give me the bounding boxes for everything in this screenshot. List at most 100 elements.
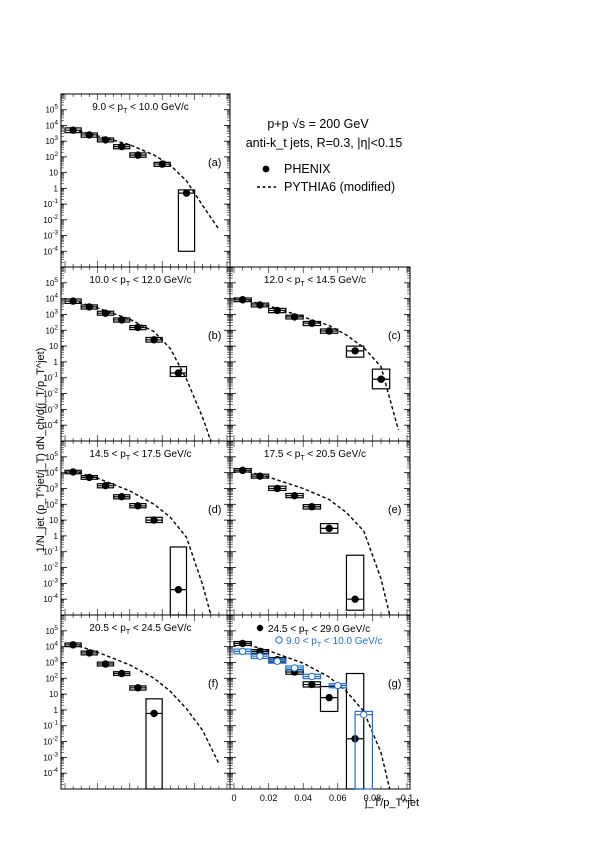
y-tick-label: 10-2 — [43, 562, 58, 573]
phenix-point — [85, 303, 94, 311]
pythia-curve — [72, 470, 212, 616]
phenix-point — [150, 516, 158, 524]
y-tick-label: 103 — [45, 656, 58, 667]
phenix-point — [238, 466, 247, 475]
phenix-point — [150, 336, 158, 344]
reference-point — [334, 681, 342, 690]
reference-point — [360, 710, 368, 719]
panel-frame — [229, 266, 411, 442]
pt-range-label: 14.5 < pT < 17.5 GeV/c — [89, 449, 191, 462]
y-tick-label: 10-2 — [43, 388, 58, 399]
phenix-sys-box — [345, 345, 365, 358]
y-tick-label: 103 — [45, 482, 58, 493]
phenix-point — [273, 306, 281, 315]
phenix-point — [325, 693, 333, 702]
y-tick-label: 1 — [54, 184, 59, 193]
phenix-point — [325, 327, 333, 335]
energy-label: p+p √s = 200 GeV — [267, 117, 369, 131]
reference-point — [273, 657, 281, 665]
panel-frame — [60, 266, 231, 442]
y-tick-label: 10-1 — [43, 720, 58, 731]
phenix-point — [238, 639, 247, 648]
panel-b: 10-4 10-3 10-2 10-1 1 10 102 103 104 105 (b) 10.0 <… — [43, 266, 231, 442]
x-tick-label: 0.1 — [401, 793, 414, 803]
y-tick-label: 10-1 — [43, 546, 58, 557]
y-tick-label: 10 — [49, 690, 58, 699]
phenix-point — [290, 313, 299, 321]
phenix-point — [85, 649, 94, 657]
phenix-point — [134, 323, 142, 332]
pt-range-label: 9.0 < pT < 10.0 GeV/c — [92, 102, 189, 115]
phenix-point — [69, 468, 77, 476]
y-tick-label: 10-4 — [43, 419, 58, 430]
phenix-point — [182, 189, 191, 197]
phenix-point — [377, 375, 385, 383]
y-tick-label: 102 — [45, 498, 58, 509]
y-tick-label: 105 — [45, 277, 58, 288]
panel-a: 10-4 10-3 10-2 10-1 1 10 102 103 104 105 (a) 9.0 < … — [43, 93, 231, 268]
phenix-sys-box — [145, 698, 163, 790]
reference-point — [308, 672, 316, 681]
phenix-point — [118, 493, 126, 501]
panel-letter: (a) — [208, 157, 221, 169]
y-tick-label: 1 — [54, 532, 59, 541]
phenix-point — [118, 142, 126, 151]
pythia-curve — [72, 128, 220, 230]
y-tick-label: 104 — [45, 641, 58, 652]
phenix-point — [150, 709, 158, 718]
panel-letter: (c) — [388, 330, 401, 342]
phenix-point — [101, 136, 110, 144]
reference-point — [290, 664, 299, 672]
y-tick-label: 104 — [45, 119, 58, 130]
phenix-point — [308, 319, 316, 327]
pt-range-label: 24.5 < pT < 29.0 GeV/c — [268, 624, 370, 637]
phenix-point — [85, 473, 94, 482]
legend-label-phenix: PHENIX — [284, 162, 331, 176]
x-tick-label: 0.06 — [329, 793, 347, 803]
y-tick-label: 10 — [49, 516, 58, 525]
panel-frame — [60, 440, 231, 616]
panel-letter: (e) — [388, 504, 401, 516]
y-tick-label: 105 — [45, 451, 58, 462]
y-tick-label: 105 — [45, 625, 58, 636]
phenix-point — [174, 585, 183, 594]
panel-frame — [60, 93, 231, 268]
y-tick-label: 10-3 — [43, 403, 58, 414]
y-tick-label: 10-2 — [43, 214, 58, 225]
legend-marker-reference — [275, 636, 283, 644]
pt-range-label: 20.5 < pT < 24.5 GeV/c — [89, 623, 191, 636]
phenix-point — [69, 126, 77, 134]
legend-marker-phenix — [262, 165, 270, 173]
y-tick-label: 10-3 — [43, 230, 58, 241]
y-tick-label: 10-4 — [43, 767, 58, 778]
pt-range-label: 10.0 < pT < 12.0 GeV/c — [89, 275, 191, 288]
y-tick-label: 104 — [45, 467, 58, 478]
y-tick-label: 10 — [49, 342, 58, 351]
phenix-point — [158, 160, 166, 168]
reference-point — [256, 652, 264, 660]
panel-f: 10-4 10-3 10-2 10-1 1 10 102 103 104 105 (f) 20.5 <… — [43, 614, 231, 790]
y-tick-label: 105 — [45, 104, 58, 115]
panel-letter: (d) — [208, 504, 221, 516]
jet-label: anti-k_t jets, R=0.3, |η|<0.15 — [246, 136, 403, 150]
phenix-sys-box — [177, 189, 196, 252]
y-tick-label: 10 — [49, 169, 58, 178]
phenix-point — [273, 484, 281, 493]
panel-letter: (g) — [388, 678, 401, 690]
panel-g: 0 0.02 0.04 0.06 0.08 0.1 (g) 24.5 < pT < 29.0 … — [229, 614, 414, 803]
reference-range-label: 9.0 < pT < 10.0 GeV/c — [286, 636, 383, 649]
y-tick-label: 1 — [54, 706, 59, 715]
phenix-point — [101, 309, 110, 317]
phenix-point — [351, 595, 359, 603]
y-tick-label: 1 — [54, 358, 59, 367]
panel-letter: (b) — [208, 330, 221, 342]
y-tick-label: 10-2 — [43, 736, 58, 747]
phenix-point — [351, 347, 359, 355]
phenix-point — [134, 684, 142, 692]
phenix-point — [69, 641, 77, 649]
y-tick-label: 10-1 — [43, 198, 58, 209]
pythia-curve — [242, 298, 400, 431]
legend-marker-high-pt — [256, 624, 264, 632]
phenix-sys-box — [169, 546, 188, 616]
phenix-point — [101, 660, 110, 668]
